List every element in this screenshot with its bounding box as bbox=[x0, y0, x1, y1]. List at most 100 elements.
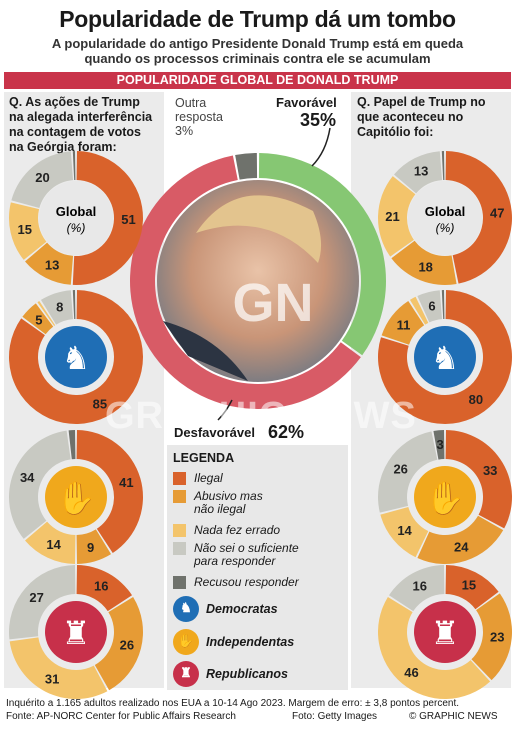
global-unit: (%) bbox=[436, 221, 455, 235]
data-label: 21 bbox=[385, 209, 399, 224]
donut-slice bbox=[394, 151, 443, 194]
subtitle-line-2: quando os processos criminais contra ele… bbox=[84, 51, 431, 66]
favorable-value: 35% bbox=[300, 110, 337, 130]
hand-icon: ✋ bbox=[173, 629, 199, 655]
data-label: 33 bbox=[483, 463, 497, 478]
other-answer-line: Outra bbox=[175, 96, 207, 110]
legend-item-nada: Nada fez errado bbox=[173, 524, 280, 537]
data-label: 15 bbox=[18, 222, 32, 237]
donut-slice bbox=[433, 430, 445, 460]
donut-slice bbox=[72, 290, 76, 320]
donut-slice bbox=[409, 296, 429, 325]
legend-label-line: Abusivo mas bbox=[194, 489, 263, 503]
global-label: Global bbox=[425, 204, 465, 219]
data-label: 9 bbox=[87, 540, 94, 555]
right-question-line: Capitólio foi: bbox=[357, 125, 434, 139]
left-question-line: na contagem de votos bbox=[9, 125, 141, 139]
donut-slice bbox=[37, 300, 56, 326]
legend-swatch bbox=[173, 524, 186, 537]
global-label: Global bbox=[56, 204, 96, 219]
footer-copyright: © GRAPHIC NEWS bbox=[409, 711, 498, 722]
legend-label: Ilegal bbox=[194, 471, 223, 485]
footer-photo-credit: Foto: Getty Images bbox=[292, 711, 378, 722]
data-label: 80 bbox=[469, 392, 483, 407]
data-label: 34 bbox=[20, 470, 35, 485]
donut-slice bbox=[11, 151, 74, 208]
legend-group-label: Republicanos bbox=[206, 667, 288, 681]
legend-group-label: Independentas bbox=[206, 635, 295, 649]
donut-slice bbox=[417, 515, 504, 564]
data-label: 26 bbox=[393, 461, 407, 476]
legend-swatch bbox=[173, 472, 186, 485]
donut-slice bbox=[258, 153, 387, 356]
elephant-icon bbox=[45, 601, 107, 663]
legend-label-line: não ilegal bbox=[194, 502, 246, 516]
donut-slice bbox=[471, 593, 512, 681]
legend-swatch bbox=[173, 542, 186, 555]
legend-group-republicanos: ♜ Republicanos bbox=[173, 661, 288, 687]
data-label: 16 bbox=[412, 578, 426, 593]
donut-slice bbox=[76, 430, 144, 554]
donut-slice bbox=[8, 430, 71, 539]
hand-icon bbox=[45, 466, 107, 528]
data-label: 5 bbox=[35, 312, 42, 327]
data-label: 13 bbox=[45, 257, 59, 272]
donut-slice bbox=[441, 290, 445, 320]
donkey-icon bbox=[414, 326, 476, 388]
donut-slice bbox=[94, 596, 143, 691]
data-label: 51 bbox=[121, 212, 135, 227]
page-title: Popularidade de Trump dá um tombo bbox=[59, 6, 456, 32]
other-answer-line: resposta bbox=[175, 110, 223, 124]
legend-group-independentas: ✋ Independentas bbox=[173, 629, 294, 655]
right-question: Q. Papel de Trump no que aconteceu no Ca… bbox=[357, 95, 486, 140]
donut-slice bbox=[72, 151, 76, 181]
legend-item-recusou: Recusou responder bbox=[173, 576, 299, 589]
party-glyph: ♞ bbox=[62, 340, 91, 376]
legend-item-abusivo: Abusivo mas não ilegal bbox=[173, 490, 263, 516]
data-label: 31 bbox=[45, 671, 59, 686]
favorable-label: Favorável bbox=[276, 95, 337, 110]
legend-item-nao-sei: Não sei o suficiente para responder bbox=[173, 542, 299, 568]
global-unit: (%) bbox=[67, 221, 86, 235]
data-label: 46 bbox=[404, 665, 418, 680]
donut-slice bbox=[25, 242, 74, 285]
donut-slice bbox=[235, 153, 258, 180]
data-label: 3 bbox=[436, 437, 443, 452]
donut-slice bbox=[76, 565, 133, 612]
party-glyph: ✋ bbox=[425, 480, 465, 516]
left-question: Q. As ações de Trump na alegada interfer… bbox=[9, 95, 152, 155]
global-popularity-donut: GN bbox=[129, 127, 387, 421]
right-question-line: que aconteceu no bbox=[357, 110, 464, 124]
data-label: 11 bbox=[397, 317, 411, 332]
donut-center bbox=[408, 181, 482, 255]
unfavorable-pointer bbox=[217, 399, 233, 421]
donut-slice bbox=[445, 430, 512, 529]
legend-label-line: Não sei o suficiente bbox=[194, 541, 299, 555]
data-label: 15 bbox=[462, 578, 476, 593]
data-label: 14 bbox=[397, 523, 412, 538]
donut-slice bbox=[378, 290, 512, 424]
portrait-suit bbox=[163, 321, 248, 381]
other-answer-label: Outra resposta 3% bbox=[175, 96, 223, 138]
donut-slice bbox=[380, 507, 429, 558]
legend-label: Abusivo mas não ilegal bbox=[194, 490, 263, 516]
elephant-icon: ♜ bbox=[173, 661, 199, 687]
data-label: 24 bbox=[454, 539, 469, 554]
subtitle-line-1: A popularidade do antigo Presidente Dona… bbox=[51, 36, 464, 51]
right-question-line: Q. Papel de Trump no bbox=[357, 95, 486, 109]
donut-slice bbox=[68, 430, 76, 460]
data-label: 6 bbox=[428, 299, 435, 314]
data-label: 41 bbox=[119, 475, 133, 490]
legend: LEGENDA Ilegal Abusivo mas não ilegal Na… bbox=[167, 445, 348, 690]
data-label: 18 bbox=[418, 259, 432, 274]
data-label: 20 bbox=[35, 170, 49, 185]
graphic-news-logo: GN bbox=[233, 273, 314, 333]
unfavorable-value: 62% bbox=[268, 422, 305, 442]
donut-slice bbox=[441, 151, 445, 181]
legend-swatch bbox=[173, 490, 186, 503]
donut-slice bbox=[378, 431, 438, 513]
donut-slice bbox=[9, 637, 108, 699]
georgia-donuts: 51 13 15 20 Global (%) 85 58 ♞ 41 9 14 34 ✋ 16 26 31 27 ♜ bbox=[8, 151, 144, 699]
legend-label-line: para responder bbox=[194, 554, 276, 568]
donkey-icon: ♞ bbox=[173, 596, 199, 622]
